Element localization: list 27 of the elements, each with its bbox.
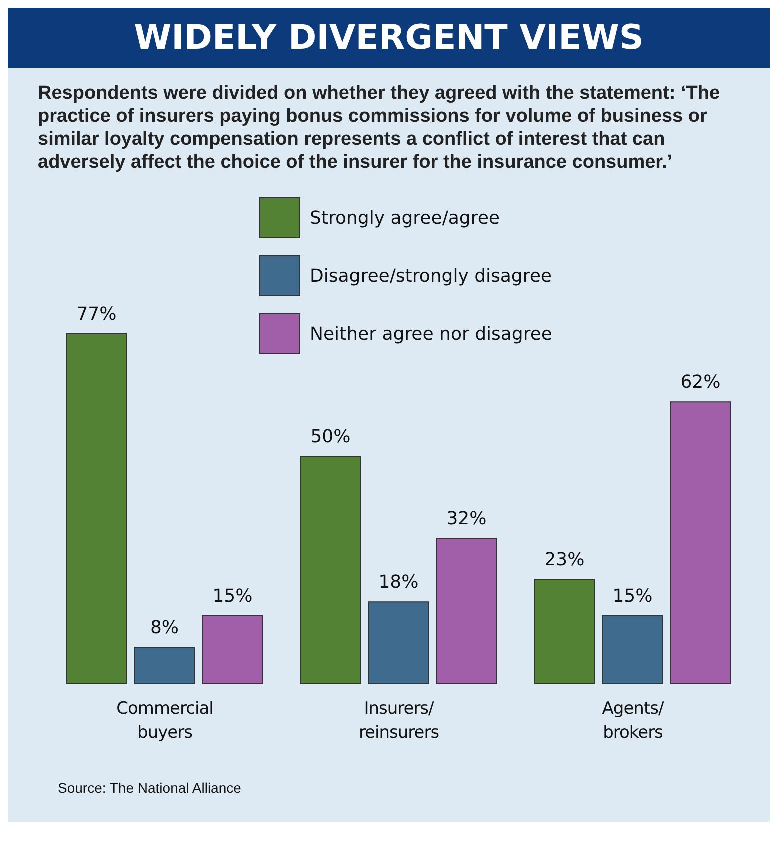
legend-label: Disagree/strongly disagree	[310, 266, 552, 287]
chart-title: WIDELY DIVERGENT VIEWS	[8, 8, 770, 68]
bar	[300, 456, 362, 684]
legend-label: Strongly agree/agree	[310, 208, 500, 229]
bar	[134, 647, 196, 684]
bar	[602, 615, 664, 684]
bar	[436, 538, 498, 684]
x-tick-label: Insurers/ reinsurers	[358, 699, 440, 743]
chart-subtitle: Respondents were divided on whether they agreed with the statement: ‘The practice of insurers paying bonus commissions for volume of business or similar loyalty compensation represents a conflict of interest that can adversely affect the choice of the insurer for the insurance consumer.’	[37, 82, 722, 174]
data-label: 62%	[680, 372, 721, 394]
x-tick-label: Agents/ brokers	[602, 699, 664, 743]
data-label: 77%	[76, 304, 117, 325]
data-label: 50%	[310, 426, 351, 448]
bar	[202, 615, 264, 684]
x-tick-label: Commercial buyers	[116, 699, 214, 743]
bar	[66, 334, 128, 684]
data-label: 15%	[212, 586, 253, 607]
data-label: 32%	[446, 508, 487, 530]
bar	[368, 602, 430, 684]
bar	[670, 402, 732, 684]
data-label: 15%	[612, 586, 653, 607]
legend-label: Neither agree nor disagree	[310, 324, 552, 345]
bar	[534, 578, 596, 684]
source-note: Source: The National Alliance	[57, 779, 242, 798]
data-label: 8%	[150, 618, 179, 639]
data-label: 23%	[544, 549, 585, 570]
data-label: 18%	[378, 572, 419, 594]
